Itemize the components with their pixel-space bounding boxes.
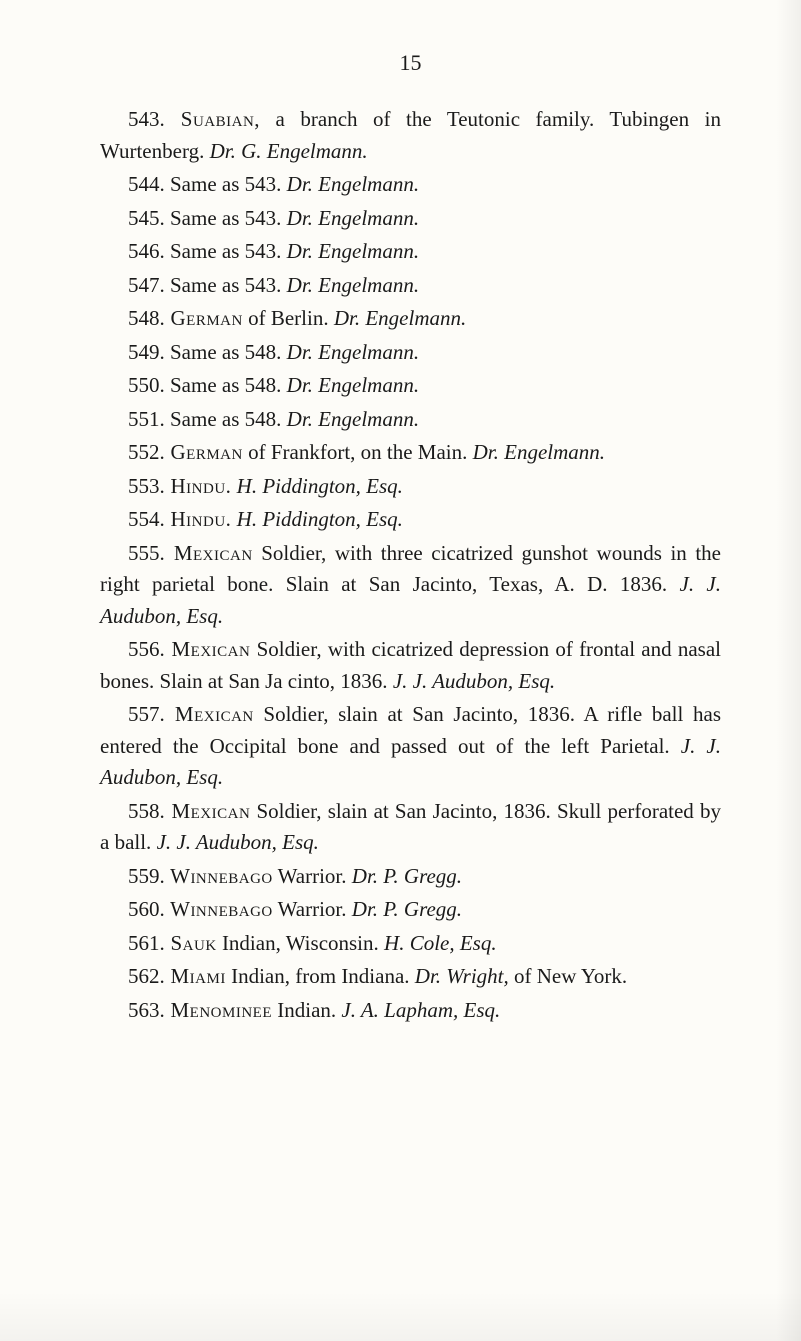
entry-number: 548. [128, 306, 165, 330]
catalog-entry: 557. Mexican Soldier, slain at San Jacin… [100, 699, 721, 794]
entry-number: 546. [128, 239, 165, 263]
entry-category: Mexican [165, 702, 254, 726]
entry-attribution: H. Piddington, Esq. [237, 507, 403, 531]
entry-number: 544. [128, 172, 165, 196]
page-number: 15 [100, 50, 721, 76]
catalog-entry: 544. Same as 543. Dr. Engelmann. [100, 169, 721, 201]
entry-number: 557. [128, 702, 165, 726]
entry-description: Same as 543. [165, 172, 287, 196]
catalog-entry: 561. Sauk Indian, Wisconsin. H. Cole, Es… [100, 928, 721, 960]
entry-category: Miami [165, 964, 226, 988]
entry-category: German [165, 306, 243, 330]
catalog-entry: 562. Miami Indian, from Indiana. Dr. Wri… [100, 961, 721, 993]
entry-description: Same as 548. [165, 407, 287, 431]
entry-attribution: Dr. P. Gregg. [352, 864, 462, 888]
entry-number: 547. [128, 273, 165, 297]
catalog-entry: 555. Mexican Soldier, with three cicatri… [100, 538, 721, 633]
entry-attribution: H. Piddington, Esq. [237, 474, 403, 498]
entry-attribution: Dr. G. Engelmann. [210, 139, 368, 163]
entry-number: 552. [128, 440, 165, 464]
entry-number: 543. [128, 107, 165, 131]
entry-number: 559. [128, 864, 165, 888]
entry-number: 560. [128, 897, 165, 921]
document-page: 15 543. Suabian, a branch of the Teutoni… [0, 0, 801, 1341]
entry-description: of Frankfort, on the Main. [243, 440, 473, 464]
entry-number: 550. [128, 373, 165, 397]
entry-number: 556. [128, 637, 165, 661]
catalog-entry: 546. Same as 543. Dr. Engelmann. [100, 236, 721, 268]
entry-description: Same as 543. [165, 206, 287, 230]
entries-list: 543. Suabian, a branch of the Teutonic f… [100, 104, 721, 1026]
entry-attribution: Dr. Engelmann. [334, 306, 466, 330]
entry-number: 562. [128, 964, 165, 988]
entry-trail: of New York. [509, 964, 627, 988]
catalog-entry: 556. Mexican Soldier, with cicatrized de… [100, 634, 721, 697]
page-bottom-shadow [0, 1291, 801, 1341]
entry-number: 554. [128, 507, 165, 531]
entry-category: Winnebago [165, 864, 273, 888]
entry-category: Hindu. [165, 507, 232, 531]
catalog-entry: 545. Same as 543. Dr. Engelmann. [100, 203, 721, 235]
entry-description: Indian, from Indiana. [226, 964, 415, 988]
catalog-entry: 550. Same as 548. Dr. Engelmann. [100, 370, 721, 402]
entry-attribution: Dr. Wright, [415, 964, 509, 988]
catalog-entry: 543. Suabian, a branch of the Teutonic f… [100, 104, 721, 167]
page-edge-shadow [776, 0, 801, 1341]
catalog-entry: 549. Same as 548. Dr. Engelmann. [100, 337, 721, 369]
entry-category: Mexican [165, 799, 251, 823]
entry-number: 549. [128, 340, 165, 364]
entry-attribution: Dr. Engelmann. [287, 373, 419, 397]
entry-category: Suabian, [165, 107, 260, 131]
entry-description: Indian. [272, 998, 341, 1022]
catalog-entry: 548. German of Berlin. Dr. Engelmann. [100, 303, 721, 335]
catalog-entry: 559. Winnebago Warrior. Dr. P. Gregg. [100, 861, 721, 893]
entry-category: Sauk [165, 931, 217, 955]
entry-attribution: Dr. Engelmann. [473, 440, 605, 464]
entry-number: 558. [128, 799, 165, 823]
entry-description: Warrior. [273, 864, 352, 888]
entry-description: Same as 548. [165, 373, 287, 397]
entry-category: Hindu. [165, 474, 232, 498]
catalog-entry: 552. German of Frankfort, on the Main. D… [100, 437, 721, 469]
entry-attribution: Dr. Engelmann. [287, 273, 419, 297]
entry-attribution: Dr. Engelmann. [287, 340, 419, 364]
entry-category: German [165, 440, 243, 464]
catalog-entry: 547. Same as 543. Dr. Engelmann. [100, 270, 721, 302]
catalog-entry: 554. Hindu. H. Piddington, Esq. [100, 504, 721, 536]
entry-number: 551. [128, 407, 165, 431]
entry-attribution: H. Cole, Esq. [384, 931, 497, 955]
entry-attribution: J. A. Lapham, Esq. [341, 998, 500, 1022]
entry-attribution: J. J. Audubon, Esq. [157, 830, 319, 854]
entry-attribution: Dr. Engelmann. [287, 206, 419, 230]
catalog-entry: 563. Menominee Indian. J. A. Lapham, Esq… [100, 995, 721, 1027]
entry-number: 545. [128, 206, 165, 230]
catalog-entry: 551. Same as 548. Dr. Engelmann. [100, 404, 721, 436]
entry-description: of Berlin. [243, 306, 334, 330]
entry-number: 563. [128, 998, 165, 1022]
catalog-entry: 553. Hindu. H. Piddington, Esq. [100, 471, 721, 503]
entry-description: Warrior. [273, 897, 352, 921]
entry-description: Same as 543. [165, 273, 287, 297]
entry-description: Same as 543. [165, 239, 287, 263]
entry-description: Indian, Wisconsin. [217, 931, 384, 955]
entry-attribution: Dr. Engelmann. [287, 407, 419, 431]
entry-number: 553. [128, 474, 165, 498]
entry-category: Winnebago [165, 897, 273, 921]
entry-category: Mexican [165, 637, 251, 661]
catalog-entry: 558. Mexican Soldier, slain at San Jacin… [100, 796, 721, 859]
entry-attribution: Dr. P. Gregg. [352, 897, 462, 921]
entry-number: 561. [128, 931, 165, 955]
entry-attribution: Dr. Engelmann. [287, 172, 419, 196]
entry-number: 555. [128, 541, 165, 565]
entry-category: Mexican [165, 541, 253, 565]
entry-description: Same as 548. [165, 340, 287, 364]
entry-attribution: Dr. Engelmann. [287, 239, 419, 263]
entry-category: Menominee [165, 998, 272, 1022]
catalog-entry: 560. Winnebago Warrior. Dr. P. Gregg. [100, 894, 721, 926]
entry-attribution: J. J. Audubon, Esq. [393, 669, 555, 693]
